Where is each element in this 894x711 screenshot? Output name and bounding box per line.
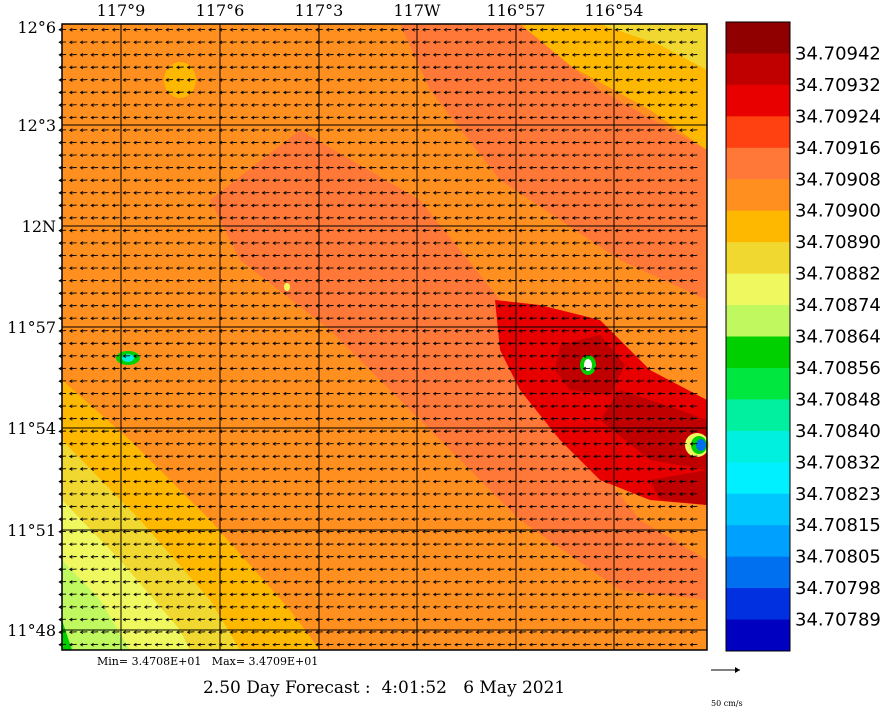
colorbar-swatch <box>726 336 790 369</box>
colorbar-swatch <box>726 525 790 558</box>
lon-label: 116°57 <box>487 1 546 20</box>
lon-label: 117°6 <box>196 1 245 20</box>
lat-label: 12°3 <box>17 116 56 135</box>
colorbar-swatch <box>726 53 790 86</box>
colorbar-label: 34.70805 <box>795 547 881 568</box>
colorbar-label: 34.70864 <box>795 327 881 348</box>
colorbar-label: 34.70908 <box>795 169 881 190</box>
colorbar-swatch <box>726 116 790 149</box>
colorbar-label: 34.70789 <box>795 610 881 631</box>
colorbar-swatch <box>726 588 790 621</box>
colorbar-label: 34.70890 <box>795 232 881 253</box>
lat-label: 11°54 <box>7 419 56 438</box>
colorbar-label: 34.70848 <box>795 389 881 410</box>
colorbar-swatch <box>726 399 790 432</box>
colorbar-label: 34.70798 <box>795 578 881 599</box>
vector-scale-label: 50 cm/s <box>711 699 743 708</box>
lon-label: 117W <box>394 1 442 20</box>
colorbar-label: 34.70874 <box>795 295 881 316</box>
colorbar-swatch <box>726 493 790 526</box>
colorbar-label: 34.70832 <box>795 452 881 473</box>
colorbar-label: 34.70942 <box>795 43 881 64</box>
lat-lon-grid <box>62 24 707 650</box>
colorbar-swatch <box>726 367 790 400</box>
colorbar-label: 34.70823 <box>795 484 881 505</box>
lat-label: 12°6 <box>17 18 56 37</box>
lon-label: 117°3 <box>295 1 344 20</box>
colorbar-swatch <box>726 84 790 117</box>
colorbar-frame <box>725 21 791 652</box>
colorbar: 34.70942 34.70932 34.70924 34.70916 34.70908… <box>726 22 881 652</box>
colorbar-swatch <box>726 22 790 54</box>
colorbar-swatch <box>726 430 790 463</box>
lon-label: 117°9 <box>97 1 146 20</box>
colorbar-label: 34.70924 <box>795 106 881 127</box>
vector-scale: 50 cm/s <box>711 667 743 708</box>
colorbar-swatch <box>726 619 790 652</box>
colorbar-swatch <box>726 179 790 212</box>
current-vectors <box>58 27 698 647</box>
colorbar-label: 34.70900 <box>795 201 881 222</box>
colorbar-swatch <box>726 305 790 337</box>
plot-frame <box>61 23 708 651</box>
min-max-stats: Min= 3.4708E+01 Max= 3.4709E+01 <box>97 655 318 668</box>
lat-label: 11°48 <box>7 621 56 640</box>
longitude-labels: 117°9 117°6 117°3 117W 116°57 116°54 <box>97 1 644 20</box>
colorbar-label: 34.70856 <box>795 358 881 379</box>
colorbar-label: 34.70916 <box>795 138 881 159</box>
lat-label: 11°57 <box>7 318 56 337</box>
colorbar-label: 34.70815 <box>795 515 881 536</box>
colorbar-label: 34.70882 <box>795 264 881 285</box>
colorbar-swatch <box>726 147 790 180</box>
forecast-title: 2.50 Day Forecast : 4:01:52 6 May 2021 <box>203 678 565 698</box>
lat-label: 11°51 <box>7 521 56 540</box>
colorbar-swatch <box>726 210 790 243</box>
colorbar-swatch <box>726 556 790 589</box>
colorbar-swatch <box>726 273 790 306</box>
lat-label: 12N <box>22 217 56 236</box>
colorbar-swatch <box>726 462 790 495</box>
latitude-labels: 12°6 12°3 12N 11°57 11°54 11°51 11°48 <box>7 18 56 640</box>
colorbar-label: 34.70932 <box>795 75 881 96</box>
salinity-field <box>62 24 709 650</box>
colorbar-swatch <box>726 242 790 275</box>
lon-label: 116°54 <box>585 1 644 20</box>
colorbar-label: 34.70840 <box>795 421 881 442</box>
